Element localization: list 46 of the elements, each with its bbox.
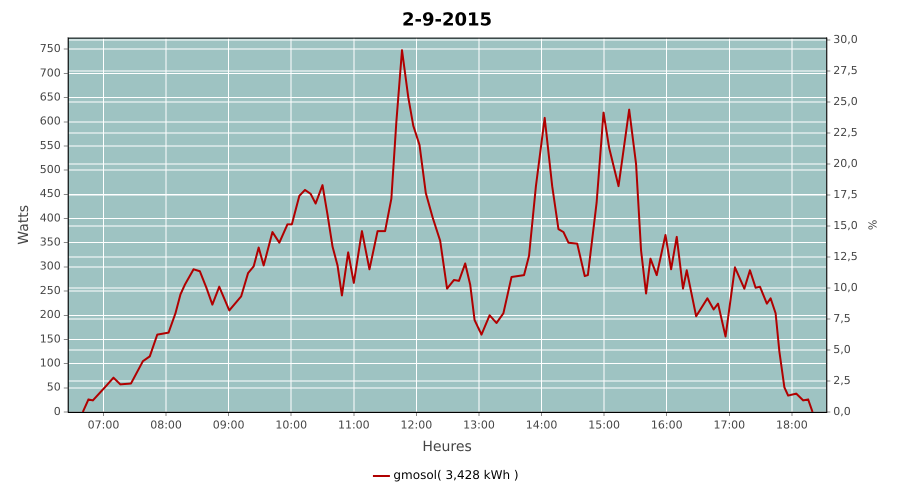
y-tick-label: 100	[40, 356, 61, 370]
x-tick-label: 17:00	[713, 418, 746, 432]
legend-label: gmosol( 3,428 kWh )	[393, 468, 519, 482]
x-tick-label: 10:00	[275, 418, 308, 432]
y-tick-label: 450	[40, 187, 61, 200]
y-tick-label: 300	[40, 260, 61, 273]
y2-tick-label: 5,0	[833, 342, 851, 356]
y-tick-label: 200	[40, 308, 61, 322]
y2-tick-label: 25,0	[833, 94, 858, 108]
x-tick-label: 15:00	[588, 418, 620, 432]
y-tick-label: 150	[40, 332, 61, 346]
y-tick-label: 400	[40, 211, 61, 224]
y2-tick-label: 0,0	[833, 404, 851, 418]
y-tick-label: 600	[40, 114, 61, 128]
x-tick-label: 09:00	[212, 418, 244, 432]
y2-tick-label: 7,5	[833, 312, 851, 325]
y2-tick-label: 30,0	[833, 32, 858, 46]
x-tick-label: 08:00	[150, 418, 182, 432]
y-tick-label: 0	[54, 404, 61, 418]
y2-tick-label: 15,0	[833, 218, 858, 232]
y2-tick-label: 10,0	[833, 280, 858, 294]
y2-tick-label: 2,5	[833, 374, 851, 387]
y-tick-label: 650	[40, 90, 61, 104]
y-tick-label: 750	[40, 42, 61, 56]
y2-tick-label: 17,5	[833, 188, 858, 201]
y2-axis-title: %	[866, 220, 879, 230]
y2-tick-label: 27,5	[833, 64, 858, 77]
x-tick-label: 07:00	[88, 418, 120, 432]
y-axis-title: Watts	[16, 204, 32, 245]
y-tick-label: 350	[40, 236, 61, 249]
x-tick-label: 13:00	[463, 418, 495, 432]
y-tick-label: 700	[40, 66, 61, 80]
y-tick-label: 550	[40, 138, 61, 152]
chart-title: 2-9-2015	[402, 9, 492, 30]
y2-tick-label: 22,5	[833, 126, 858, 139]
x-tick-label: 12:00	[400, 418, 432, 432]
y-tick-label: 50	[46, 380, 61, 394]
y-tick-label: 250	[40, 284, 61, 297]
x-axis-title: Heures	[422, 439, 472, 456]
x-tick-label: 18:00	[776, 418, 808, 432]
y-tick-label: 500	[40, 163, 61, 176]
y2-tick-label: 12,5	[833, 250, 858, 263]
x-tick-label: 11:00	[338, 418, 370, 432]
y2-tick-label: 20,0	[833, 156, 858, 170]
x-tick-label: 16:00	[650, 418, 683, 432]
x-tick-label: 14:00	[526, 418, 558, 432]
